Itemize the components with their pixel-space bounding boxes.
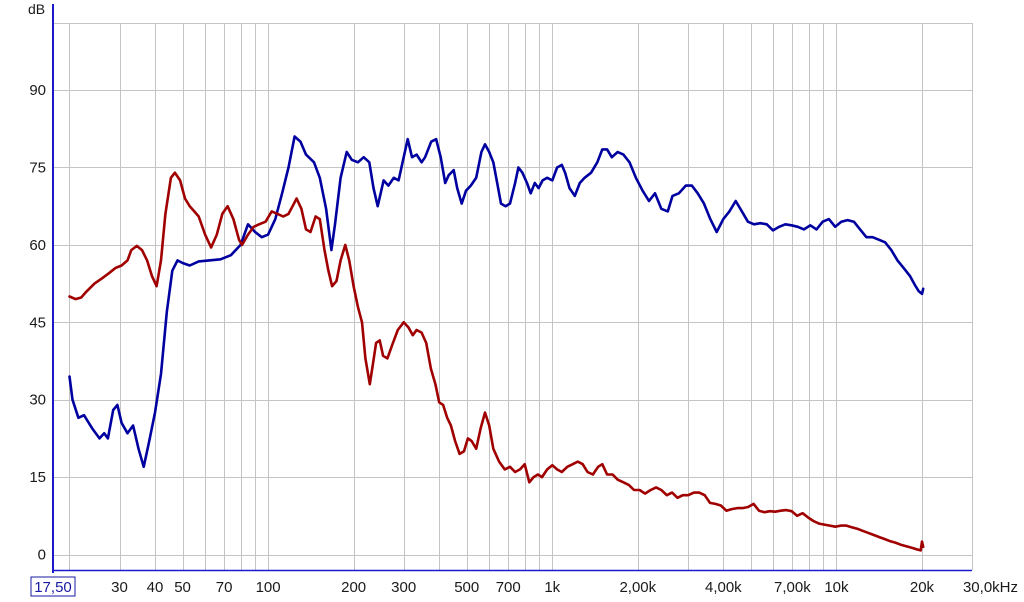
x-tick-label: 700 [496, 579, 521, 596]
x-tick-label: 20k [910, 579, 935, 596]
x-tick-label: 70 [216, 579, 233, 596]
y-tick-label: 60 [29, 237, 46, 254]
x-tick-label: 40 [147, 579, 164, 596]
x-tick-label: 10k [824, 579, 849, 596]
x-tick-label: 2,00k [619, 579, 656, 596]
x-tick-label: 50 [174, 579, 191, 596]
y-tick-label: 15 [29, 469, 46, 486]
x-tick-label: 30 [111, 579, 128, 596]
x-tick-label: 7,00k [774, 579, 811, 596]
x-tick-label: 4,00k [705, 579, 742, 596]
series-line-2 [68, 171, 925, 552]
x-tick-label: 100 [256, 579, 281, 596]
y-tick-label: 75 [29, 159, 46, 176]
series-lines [68, 135, 925, 552]
series-line-1 [68, 135, 925, 469]
x-tick-label: 17,50 [34, 579, 72, 596]
y-axis-label: dB [28, 1, 45, 17]
x-tick-label: 500 [454, 579, 479, 596]
y-tick-label: 30 [29, 392, 46, 409]
x-tick-label: 30,0kHz [963, 579, 1018, 596]
y-tick-label: 0 [38, 547, 46, 564]
x-start-box [30, 576, 76, 597]
x-tick-label: 1k [544, 579, 560, 596]
y-tick-label: 45 [29, 314, 46, 331]
axes [52, 4, 972, 573]
x-tick-label: 300 [391, 579, 416, 596]
tick-labels: dB 0 15 30 45 60 75 90 17,50 30 40 50 70 100 200 300 500… [28, 1, 1018, 597]
x-tick-label: 200 [341, 579, 366, 596]
y-tick-label: 90 [29, 82, 46, 99]
